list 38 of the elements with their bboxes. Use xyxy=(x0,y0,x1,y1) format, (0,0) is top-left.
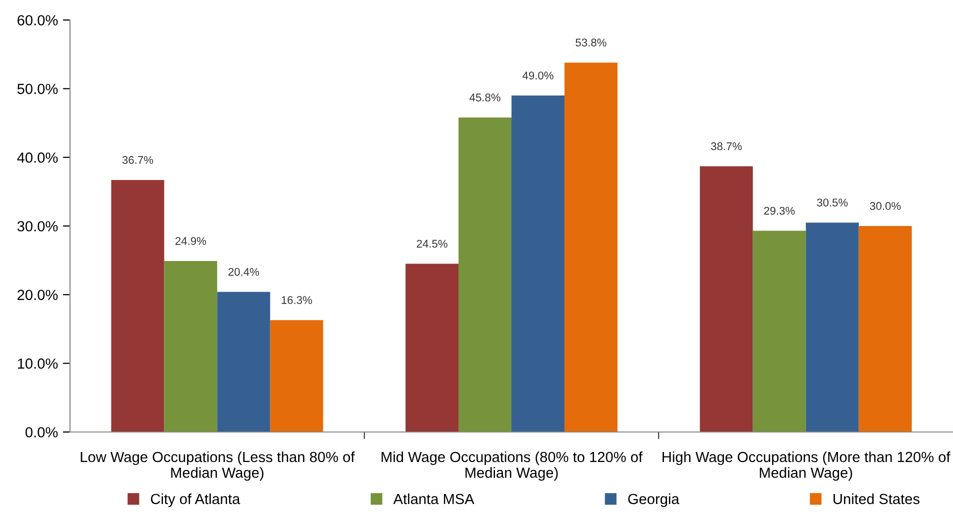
bar xyxy=(752,230,806,432)
bar xyxy=(164,261,218,432)
y-tick-label: 60.0% xyxy=(18,15,58,26)
bar xyxy=(512,96,564,432)
bar xyxy=(406,264,459,432)
data-label: 53.8% xyxy=(576,38,606,46)
bar xyxy=(700,166,753,432)
data-label: 24.5% xyxy=(416,240,448,248)
legend-label: United States xyxy=(834,493,920,504)
y-tick-label: 10.0% xyxy=(18,358,58,369)
y-tick-label: 0.0% xyxy=(26,427,58,438)
legend-label: City of Atlanta xyxy=(150,493,240,508)
x-tick-label: High Wage Occupations (More than 120% of Median Wage) xyxy=(662,451,950,481)
data-label: 49.0% xyxy=(522,72,554,80)
y-tick-label: 40.0% xyxy=(17,152,58,163)
x-tick-label: Low Wage Occupations (Less than 80% of Median Wage) xyxy=(80,451,355,481)
data-label: 30.5% xyxy=(816,198,848,206)
y-tick-label: 50.0% xyxy=(17,84,58,94)
data-label: 16.3% xyxy=(282,296,312,304)
data-label: 45.8% xyxy=(470,94,500,102)
y-tick-label: 20.0% xyxy=(18,290,58,300)
data-label: 20.4% xyxy=(228,268,260,276)
data-label: 38.7% xyxy=(711,142,742,150)
legend-label: Georgia xyxy=(628,493,680,508)
bar xyxy=(858,226,912,432)
data-label: 29.3% xyxy=(764,206,795,215)
data-label: 24.9% xyxy=(175,237,206,245)
bar xyxy=(270,320,324,432)
data-label: 30.0% xyxy=(870,202,901,210)
bar xyxy=(806,222,859,432)
bar xyxy=(564,62,618,432)
bar xyxy=(217,292,270,432)
bar xyxy=(458,118,512,432)
x-tick-label: Mid Wage Occupations (80% to 120% of Median Wage) xyxy=(382,451,643,481)
legend-label: Atlanta MSA xyxy=(393,493,474,504)
data-label: 36.7% xyxy=(122,156,154,164)
y-tick-label: 30.0% xyxy=(17,221,58,232)
bar xyxy=(111,180,164,432)
